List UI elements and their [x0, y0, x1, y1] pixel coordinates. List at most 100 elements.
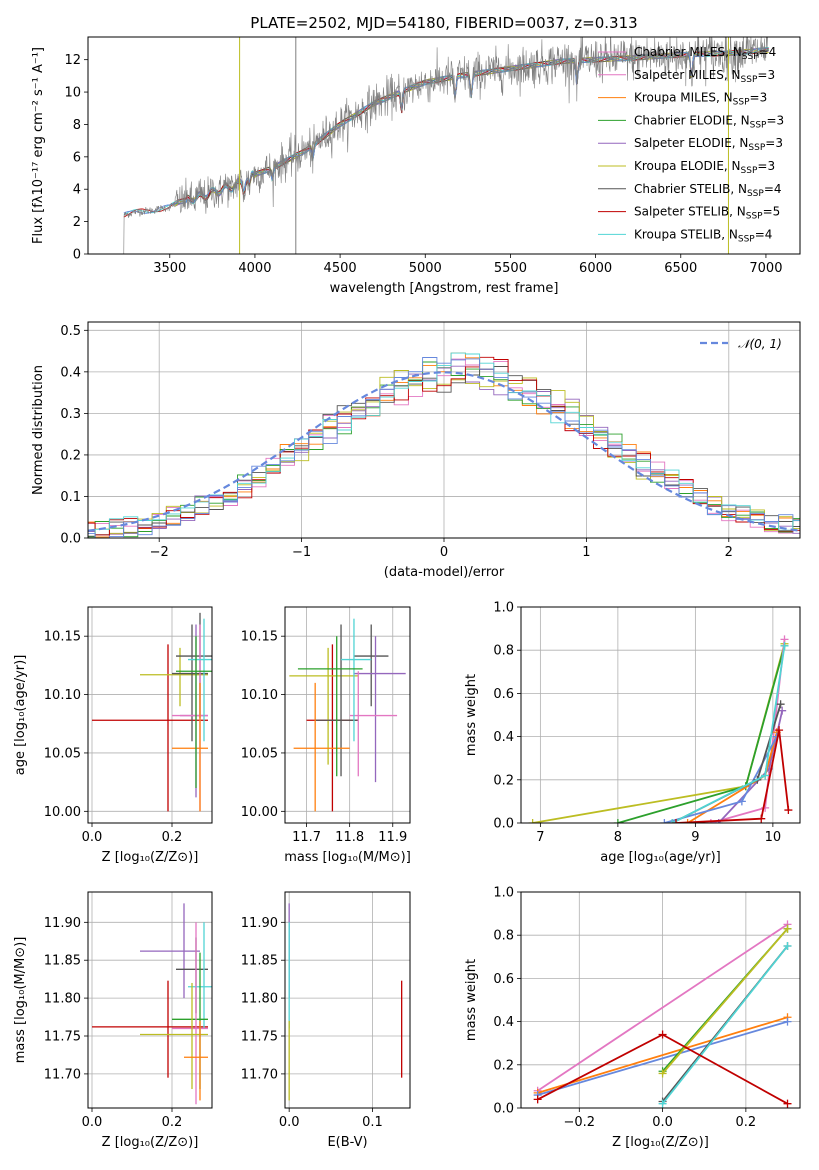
y-tick-label: 10.15 — [241, 630, 278, 645]
y-axis-label: mass weight — [464, 674, 479, 756]
legend-entry: Salpeter STELIB, NSSP=5 — [634, 205, 780, 222]
series-marker — [757, 814, 766, 823]
x-axis-label: mass [log₁₀(M/M⊙)] — [284, 850, 411, 865]
y-tick-label: 11.75 — [241, 1030, 278, 1045]
plot-area — [92, 612, 212, 812]
axes-frame — [87, 606, 213, 824]
series-marker — [783, 924, 792, 933]
plot-area — [92, 903, 212, 1105]
x-tick-label: 0.0 — [279, 1115, 300, 1130]
y-axis-label: age [log₁₀(age/yr)] — [13, 655, 28, 776]
y-tick-label: 11.70 — [241, 1067, 278, 1082]
chart-1: −2 −1 0 1 2 0.0 0.1 0.2 0.3 0.4 0.5 (data-model)/er… — [31, 321, 801, 580]
chart-5: 0.0 0.2 11.70 11.75 11.80 11.85 11.90 Z [log₁₀(… — [13, 891, 213, 1150]
y-tick-label: 0.0 — [493, 1102, 514, 1117]
x-tick-label: 0.0 — [82, 1115, 103, 1130]
y-tick-label: 11.90 — [44, 916, 81, 931]
y-tick-label: 0.3 — [60, 407, 81, 422]
y-axis-label: Flux [fλ10⁻¹⁷ erg cm⁻² s⁻¹ A⁻¹] — [31, 47, 46, 244]
y-tick-label: 0 — [73, 248, 81, 263]
series-marker — [783, 942, 792, 950]
x-tick-label: 11.9 — [378, 830, 407, 845]
series-marker — [668, 819, 677, 823]
legend-entry: 𝒩(0, 1) — [738, 337, 782, 351]
y-tick-label: 1.0 — [493, 886, 514, 901]
x-tick-label: 7000 — [749, 261, 782, 276]
y-tick-label: 0.6 — [493, 972, 514, 987]
chart-0: 3500 4000 4500 5000 5500 6000 6500 7000 0 2 4 6 8 10 1… — [31, 14, 801, 296]
y-tick-label: 11.75 — [44, 1030, 81, 1045]
chart-title: PLATE=2502, MJD=54180, FIBERID=0037, z=0… — [250, 14, 637, 32]
x-tick-label: −1 — [292, 545, 311, 560]
plot-area — [88, 352, 800, 538]
axes-frame — [284, 606, 411, 824]
y-tick-label: 4 — [73, 183, 81, 198]
x-tick-label: 0.2 — [736, 1115, 757, 1130]
x-tick-label: 7 — [536, 830, 544, 845]
series-line — [675, 729, 790, 823]
y-tick-label: 10.15 — [44, 630, 81, 645]
series-marker — [528, 819, 537, 823]
y-tick-label: 0.4 — [493, 1015, 514, 1030]
plot-area — [123, 37, 769, 254]
chart-2: 0.0 0.2 10.00 10.05 10.10 10.15 Z [log₁₀(Z/Z⊙)… — [13, 606, 213, 865]
observed-spectrum — [123, 37, 768, 254]
y-tick-label: 11.80 — [241, 992, 278, 1007]
series-marker — [658, 1069, 667, 1078]
histogram-series — [88, 352, 800, 538]
legend-entry: Salpeter MILES, NSSP=3 — [634, 68, 775, 85]
y-tick-label: 0.4 — [60, 365, 81, 380]
legend-entry: Kroupa MILES, NSSP=3 — [634, 91, 767, 108]
series-marker — [776, 700, 785, 709]
series-marker — [775, 726, 784, 735]
x-tick-label: 6500 — [664, 261, 697, 276]
y-tick-label: 11.90 — [241, 916, 278, 931]
chart-4: 7 8 9 10 0.0 0.2 0.4 0.6 0.8 1.0 age [log₁₀(age/yr… — [464, 601, 801, 865]
legend-entry: Chabrier ELODIE, NSSP=3 — [634, 113, 784, 130]
legend: Chabrier MILES, NSSP=4 Salpeter MILES, NS… — [598, 45, 784, 244]
y-tick-label: 0.1 — [60, 490, 81, 505]
x-tick-label: 3500 — [153, 261, 186, 276]
y-axis-label: mass [log₁₀(M/M⊙)] — [13, 937, 28, 1064]
histogram-series — [88, 357, 800, 538]
plot-area — [289, 618, 406, 812]
y-axis-label: Normed distribution — [31, 365, 46, 495]
chart-7: −0.2 0.0 0.2 0.0 0.2 0.4 0.6 0.8 1.0 Z [log₁₀(Z/Z… — [464, 886, 801, 1150]
y-tick-label: 10 — [64, 86, 81, 101]
x-tick-label: 4500 — [324, 261, 357, 276]
x-axis-label: Z [log₁₀(Z/Z⊙)] — [102, 850, 199, 865]
plot-area — [533, 920, 792, 1108]
series-marker — [784, 806, 793, 815]
x-tick-label: 11.7 — [292, 830, 321, 845]
y-tick-label: 0.2 — [60, 448, 81, 463]
x-tick-label: 0 — [440, 545, 448, 560]
series-marker — [658, 1030, 667, 1039]
axes-frame — [520, 606, 801, 824]
x-axis-label: E(B-V) — [327, 1135, 367, 1150]
x-axis-label: Z [log₁₀(Z/Z⊙)] — [102, 1135, 199, 1150]
series-marker — [683, 819, 692, 823]
x-tick-label: 10 — [765, 830, 782, 845]
chart-3: 11.7 11.8 11.9 10.00 10.05 10.10 10.15 mass [lo… — [241, 606, 411, 865]
x-tick-label: 4000 — [238, 261, 271, 276]
series-line — [532, 643, 786, 823]
y-tick-label: 8 — [73, 118, 81, 133]
y-tick-label: 10.05 — [241, 746, 278, 761]
x-tick-label: 0.0 — [652, 1115, 673, 1130]
series-marker — [660, 819, 669, 823]
legend-entry: Chabrier MILES, NSSP=4 — [634, 45, 776, 62]
y-tick-label: 1.0 — [493, 601, 514, 616]
y-tick-label: 0.6 — [493, 687, 514, 702]
series-line — [710, 639, 786, 823]
legend-entry: Kroupa ELODIE, NSSP=3 — [634, 159, 775, 176]
x-axis-label: Z [log₁₀(Z/Z⊙)] — [612, 1135, 709, 1150]
y-tick-label: 10.10 — [44, 688, 81, 703]
y-tick-label: 0.8 — [493, 644, 514, 659]
y-tick-label: 10.10 — [241, 688, 278, 703]
series-marker — [613, 819, 622, 823]
x-tick-label: 0.2 — [162, 830, 183, 845]
x-axis-label: wavelength [Angstrom, rest frame] — [330, 281, 559, 296]
x-tick-label: 5000 — [409, 261, 442, 276]
series-line — [537, 923, 788, 1092]
x-tick-label: 9 — [691, 830, 699, 845]
